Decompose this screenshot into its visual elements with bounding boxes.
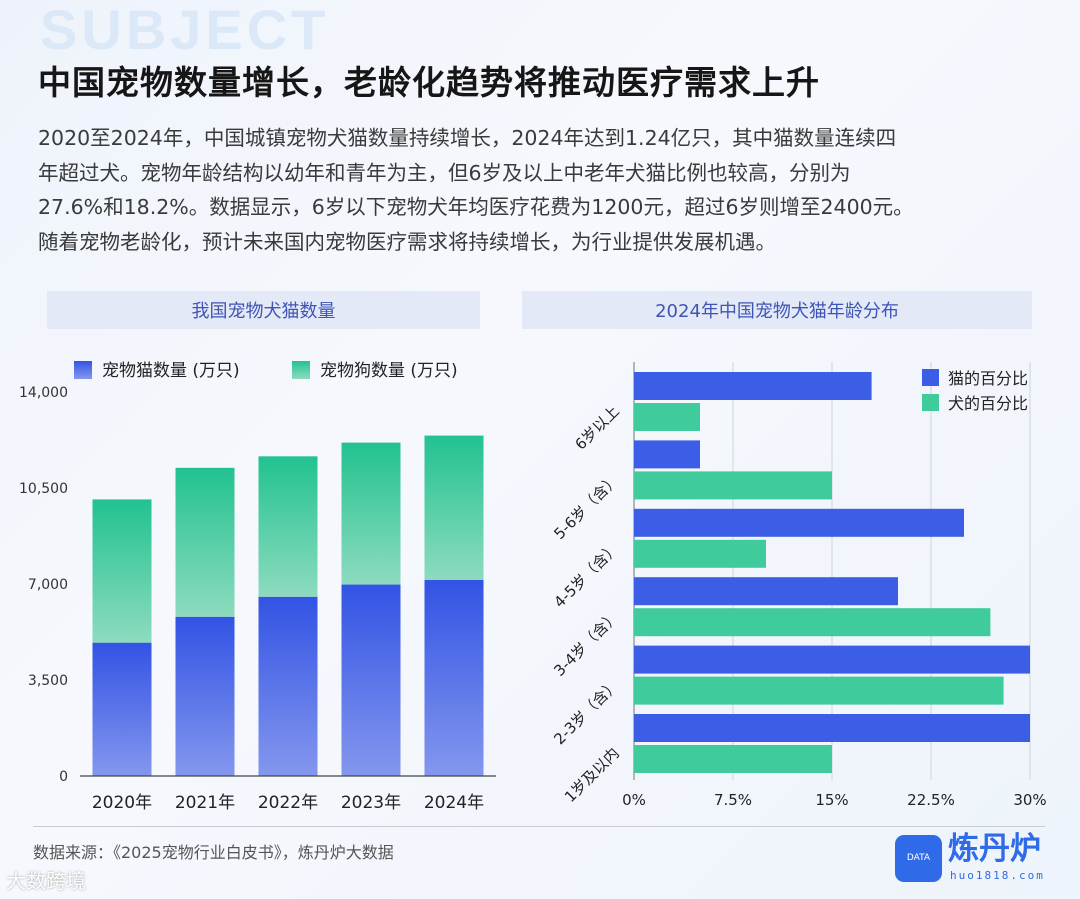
legend-label: 犬的百分比 (948, 394, 1028, 413)
logo-name: 炼丹炉 (948, 831, 1041, 867)
bar-dog-2-3岁（含） (634, 676, 1004, 705)
y-tick-label: 3,500 (28, 673, 68, 689)
y-tick-label: 14,000 (19, 385, 68, 401)
logo-icon: DATA (895, 835, 942, 882)
y-tick-label: 4-5岁（含） (550, 539, 622, 611)
y-tick-label: 3-4岁（含） (550, 607, 622, 679)
legend-label: 宠物猫数量 (万只) (102, 361, 240, 381)
legend-swatch (74, 361, 92, 379)
x-tick-label: 2022年 (258, 793, 318, 813)
legend-swatch (922, 394, 939, 411)
bar-dog-2023年 (341, 442, 401, 585)
paragraph-line: 年超过犬。宠物年龄结构以幼年和青年为主，但6岁及以上中老年犬猫比例也较高，分别为 (38, 160, 851, 185)
bar-cat-5-6岁（含） (634, 440, 700, 469)
bar-dog-5-6岁（含） (634, 471, 832, 500)
bar-dog-6岁以上 (634, 403, 700, 431)
bar-dog-2020年 (92, 499, 152, 643)
bar-dog-2021年 (175, 467, 235, 617)
y-tick-label: 0 (59, 769, 68, 785)
bar-dog-3-4岁（含） (634, 608, 991, 637)
x-tick-label: 15% (815, 791, 848, 809)
bar-cat-2024年 (424, 579, 484, 776)
background-watermark-word: SUBJECT (40, 0, 330, 61)
left-chart-title: 我国宠物犬猫数量 (47, 291, 480, 329)
watermark-text: 大数跨境 (6, 869, 86, 893)
x-tick-label: 30% (1013, 791, 1046, 809)
y-tick-label: 1岁及以内 (561, 744, 623, 806)
bar-dog-1岁及以内 (634, 745, 832, 773)
x-tick-label: 2023年 (341, 793, 401, 813)
summary-paragraph: 2020至2024年，中国城镇宠物犬猫数量持续增长，2024年达到1.24亿只，… (38, 121, 1048, 259)
bar-cat-1岁及以内 (634, 714, 1030, 742)
paragraph-line: 2020至2024年，中国城镇宠物犬猫数量持续增长，2024年达到1.24亿只，… (38, 126, 897, 150)
y-tick-label: 2-3岁（含） (550, 676, 622, 748)
x-tick-label: 2020年 (92, 793, 152, 813)
legend-label: 宠物狗数量 (万只) (320, 361, 458, 381)
x-tick-label: 22.5% (907, 791, 955, 809)
bar-cat-2023年 (341, 584, 401, 776)
x-tick-label: 7.5% (714, 791, 752, 809)
bar-cat-2020年 (92, 642, 152, 776)
legend-swatch (922, 369, 939, 386)
logo-url: huo1818.com (950, 869, 1045, 882)
x-tick-label: 2021年 (175, 793, 235, 813)
legend-label: 猫的百分比 (948, 369, 1028, 388)
footer-divider (33, 826, 1045, 827)
bar-dog-2022年 (258, 456, 318, 597)
paragraph-line: 随着宠物老龄化，预计未来国内宠物医疗需求将持续增长，为行业提供发展机遇。 (38, 229, 776, 254)
bar-dog-4-5岁（含） (634, 539, 766, 568)
x-tick-label: 2024年 (424, 793, 484, 813)
y-tick-label: 7,000 (28, 577, 68, 593)
page-title: 中国宠物数量增长，老龄化趋势将推动医疗需求上升 (38, 63, 820, 102)
paragraph-line: 27.6%和18.2%。数据显示，6岁以下宠物犬年均医疗花费为1200元，超过6… (38, 195, 914, 220)
x-tick-label: 0% (622, 791, 646, 809)
bar-cat-4-5岁（含） (634, 508, 964, 537)
bar-cat-2021年 (175, 616, 235, 776)
right-chart-title: 2024年中国宠物犬猫年龄分布 (522, 291, 1032, 329)
y-tick-label: 5-6岁（含） (550, 471, 622, 543)
y-tick-label: 10,500 (19, 481, 68, 497)
bar-dog-2024年 (424, 435, 484, 580)
legend-swatch (292, 361, 310, 379)
bar-cat-6岁以上 (634, 372, 872, 400)
data-source: 数据来源：《2025宠物行业白皮书》，炼丹炉大数据 (33, 843, 394, 862)
bar-cat-2-3岁（含） (634, 645, 1030, 674)
bar-cat-2022年 (258, 596, 318, 776)
bar-cat-3-4岁（含） (634, 577, 898, 606)
y-tick-label: 6岁以上 (572, 402, 623, 453)
